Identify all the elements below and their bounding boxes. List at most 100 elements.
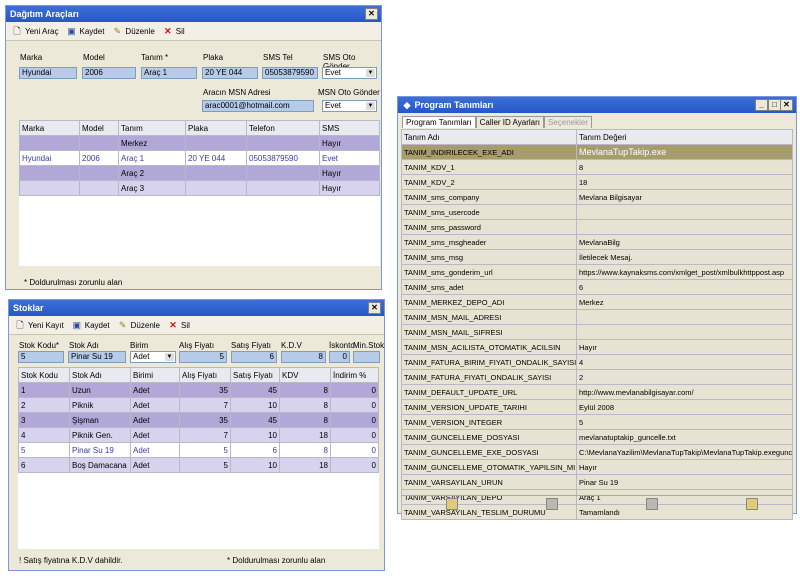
property-value[interactable]: Hayır	[576, 339, 793, 355]
close-icon[interactable]: ✕	[368, 302, 381, 314]
property-value[interactable]	[576, 324, 793, 340]
property-row[interactable]: TANIM_sms_msg İletilecek Mesaj.	[401, 249, 793, 265]
column-header[interactable]: Stok Kodu	[18, 367, 70, 383]
property-value[interactable]: MevlanaTupTakip.exe	[576, 144, 793, 160]
property-row[interactable]: TANIM_VERSION_INTEGER 5	[401, 414, 793, 430]
property-row[interactable]: TANIM_VARSAYILAN_URUN Pinar Su 19	[401, 474, 793, 490]
property-row[interactable]: TANIM_sms_password	[401, 219, 793, 235]
property-row[interactable]: TANIM_GUNCELLEME_DOSYASI mevlanatuptakip_…	[401, 429, 793, 445]
property-row[interactable]: TANIM_FATURA_FIYATI_ONDALIK_SAYISI 2	[401, 369, 793, 385]
column-header[interactable]: Tanım Değeri	[576, 129, 793, 145]
stok-adi-field[interactable]: Pinar Su 19	[68, 351, 126, 363]
property-value[interactable]: http://www.mevlanabilgisayar.com/	[576, 384, 793, 400]
column-header[interactable]: Alış Fiyatı	[179, 367, 231, 383]
table-row[interactable]: 3 Şişman Adet 35 45 8 0	[18, 412, 379, 428]
column-header[interactable]: Plaka	[185, 120, 247, 136]
property-value[interactable]: Eylül 2008	[576, 399, 793, 415]
edit-button[interactable]: ✎ Düzenle	[118, 320, 160, 330]
property-row[interactable]: TANIM_MSN_ACILISTA_OTOMATIK_ACILSIN Hayır	[401, 339, 793, 355]
column-header[interactable]: Stok Adı	[69, 367, 131, 383]
property-value[interactable]: Hayır	[576, 459, 793, 475]
sms-tel-field[interactable]: 05053879590	[262, 67, 318, 79]
column-header[interactable]: Tanım	[118, 120, 186, 136]
property-value[interactable]	[576, 309, 793, 325]
property-row[interactable]: TANIM_VARSAYILAN_DEPO Araç 1	[401, 489, 793, 505]
column-header[interactable]: SMS	[319, 120, 380, 136]
new-record-button[interactable]: 🗋 Yeni Kayıt	[16, 320, 64, 330]
plaka-field[interactable]: 20 YE 044	[202, 67, 258, 79]
property-value[interactable]: Mevlana Bilgisayar	[576, 189, 793, 205]
maximize-icon[interactable]: □	[768, 99, 781, 111]
table-row-selected[interactable]: Hyundai 2006 Araç 1 20 YE 044 05053879590 Eve…	[19, 150, 380, 166]
close-icon[interactable]: ✕	[780, 99, 793, 111]
table-row[interactable]: 4 Piknik Gen. Adet 7 10 18 0	[18, 427, 379, 443]
property-value[interactable]: C:\MevlanaYazilim\MevlanaTupTakip\Mevlan…	[576, 444, 793, 460]
property-value[interactable]: 18	[576, 174, 793, 190]
property-value[interactable]: 8	[576, 159, 793, 175]
property-value[interactable]: 5	[576, 414, 793, 430]
save-button[interactable]: ▣ Kaydet	[67, 26, 105, 36]
property-row[interactable]: TANIM_KDV_2 18	[401, 174, 793, 190]
property-row[interactable]: TANIM_VARSAYILAN_TESLIM_DURUMU Tamamlandı	[401, 504, 793, 520]
vehicles-titlebar[interactable]: Dağıtım Araçları ✕	[6, 6, 381, 22]
stok-kodu-field[interactable]: 5	[18, 351, 64, 363]
property-row[interactable]: TANIM_GUNCELLEME_OTOMATIK_YAPILSIN_MI Hay…	[401, 459, 793, 475]
tab-caller-id[interactable]: Caller ID Ayarları	[475, 116, 544, 128]
delete-button[interactable]: ✕ Sil	[164, 26, 185, 36]
property-value[interactable]: Pinar Su 19	[576, 474, 793, 490]
property-value[interactable]	[576, 204, 793, 220]
property-row-selected[interactable]: TANIM_INDIRILECEK_EXE_ADI MevlanaTupTakip…	[401, 144, 793, 160]
property-row[interactable]: TANIM_KDV_1 8	[401, 159, 793, 175]
property-value[interactable]: mevlanatuptakip_guncelle.txt	[576, 429, 793, 445]
table-row[interactable]: Araç 2 Hayır	[19, 165, 380, 181]
delete-button[interactable]: ✕ Sil	[169, 320, 190, 330]
min-stok-field[interactable]	[353, 351, 380, 363]
tab-program-tanimlari[interactable]: Program Tanımları	[402, 116, 476, 128]
marka-field[interactable]: Hyundai	[19, 67, 77, 79]
minimize-icon[interactable]: _	[755, 99, 768, 111]
table-row[interactable]: 2 Piknik Adet 7 10 8 0	[18, 397, 379, 413]
property-row[interactable]: TANIM_MSN_MAIL_SIFRESI	[401, 324, 793, 340]
table-row[interactable]: 6 Boş Damacana Adet 5 10 18 0	[18, 457, 379, 473]
sms-oto-select[interactable]: Evet ▼	[322, 67, 377, 79]
last-record-icon[interactable]	[746, 498, 758, 510]
program-titlebar[interactable]: ◆ Program Tanımları _ □ ✕	[398, 97, 796, 113]
property-row[interactable]: TANIM_GUNCELLEME_EXE_DOSYASI C:\MevlanaYa…	[401, 444, 793, 460]
satis-fiyati-field[interactable]: 6	[231, 351, 277, 363]
column-header[interactable]: Satış Fiyatı	[230, 367, 280, 383]
tab-secenekler[interactable]: Seçenekler	[543, 116, 593, 128]
cancel-icon[interactable]	[646, 498, 658, 510]
close-icon[interactable]: ✕	[365, 8, 378, 20]
property-value[interactable]: https://www.kaynaksms.com/xmlget_post/xm…	[576, 264, 793, 280]
property-value[interactable]	[576, 219, 793, 235]
column-header[interactable]: Birimi	[130, 367, 180, 383]
property-row[interactable]: TANIM_sms_gonderim_url https://www.kaynak…	[401, 264, 793, 280]
property-value[interactable]: 4	[576, 354, 793, 370]
property-row[interactable]: TANIM_FATURA_BIRIM_FIYATI_ONDALIK_SAYISI…	[401, 354, 793, 370]
property-row[interactable]: TANIM_DEFAULT_UPDATE_URL http://www.mevla…	[401, 384, 793, 400]
new-vehicle-button[interactable]: 🗋 Yeni Araç	[13, 26, 59, 36]
edit-button[interactable]: ✎ Düzenle	[113, 26, 155, 36]
column-header[interactable]: Tanım Adı	[401, 129, 577, 145]
kdv-field[interactable]: 8	[281, 351, 326, 363]
property-value[interactable]: 6	[576, 279, 793, 295]
property-value[interactable]: İletilecek Mesaj.	[576, 249, 793, 265]
property-value[interactable]: Merkez	[576, 294, 793, 310]
property-row[interactable]: TANIM_MERKEZ_DEPO_ADI Merkez	[401, 294, 793, 310]
msn-oto-select[interactable]: Evet ▼	[322, 100, 377, 112]
property-row[interactable]: TANIM_MSN_MAIL_ADRESI	[401, 309, 793, 325]
column-header[interactable]: İndirim %	[330, 367, 379, 383]
property-value[interactable]: 2	[576, 369, 793, 385]
table-row[interactable]: Araç 3 Hayır	[19, 180, 380, 196]
table-row[interactable]: Merkez Hayır	[19, 135, 380, 151]
column-header[interactable]: KDV	[279, 367, 331, 383]
iskonto-field[interactable]: 0	[329, 351, 350, 363]
table-row-selected[interactable]: 5 Pinar Su 19 Adet 5 6 8 0	[18, 442, 379, 458]
first-record-icon[interactable]	[446, 498, 458, 510]
stocks-titlebar[interactable]: Stoklar ✕	[9, 300, 384, 316]
model-field[interactable]: 2006	[82, 67, 136, 79]
property-row[interactable]: TANIM_sms_usercode	[401, 204, 793, 220]
column-header[interactable]: Telefon	[246, 120, 320, 136]
property-value[interactable]: MevlanaBilg	[576, 234, 793, 250]
column-header[interactable]: Model	[79, 120, 119, 136]
